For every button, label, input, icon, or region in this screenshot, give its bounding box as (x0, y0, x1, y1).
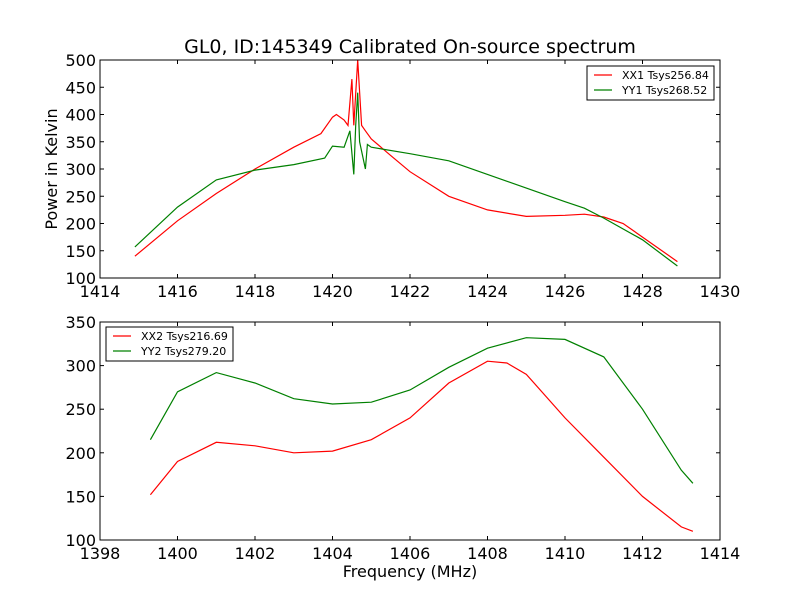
x-tick-label: 1422 (390, 282, 431, 301)
legend-label: YY1 Tsys268.52 (621, 84, 707, 97)
chart-title: GL0, ID:145349 Calibrated On-source spec… (184, 36, 636, 58)
x-tick-label: 1414 (80, 282, 121, 301)
x-tick-label: 1406 (390, 544, 431, 563)
y-tick-label: 350 (65, 313, 96, 332)
legend-label: YY2 Tsys279.20 (140, 345, 226, 358)
legend-label: XX1 Tsys256.84 (622, 69, 709, 82)
x-tick-label: 1418 (235, 282, 276, 301)
legend: XX1 Tsys256.84 YY1 Tsys268.52 (586, 65, 715, 101)
plot-1: 1414 1416 1418 1420 1422 1424 1426 1428 1430 100 1… (42, 36, 740, 301)
y-tick-label: 400 (65, 106, 96, 125)
x-tick-label: 1410 (545, 544, 586, 563)
x-tick-label: 1408 (467, 544, 508, 563)
y-tick-label: 100 (65, 531, 96, 550)
y-tick-label: 150 (65, 487, 96, 506)
x-tick-label: 1412 (622, 544, 663, 563)
x-tick-label: 1426 (545, 282, 586, 301)
y-tick-label: 350 (65, 133, 96, 152)
y-tick-label: 500 (65, 51, 96, 70)
x-tick-label: 1430 (700, 282, 741, 301)
series-line-xx1 (134, 59, 678, 263)
legend-box (586, 65, 715, 101)
x-tick-label: 1428 (622, 282, 663, 301)
y-tick-label: 250 (65, 400, 96, 419)
x-tick-label: 1414 (700, 544, 741, 563)
y-tick-label: 200 (65, 215, 96, 234)
x-tick-label: 1398 (80, 544, 121, 563)
y-tick-label: 300 (65, 357, 96, 376)
x-tick-label: 1424 (467, 282, 508, 301)
y-tick-label: 250 (65, 187, 96, 206)
series-line-yy2 (149, 337, 694, 484)
y-tick-label: 100 (65, 269, 96, 288)
legend: XX2 Tsys216.69 YY2 Tsys279.20 (105, 326, 234, 362)
y-tick-label: 300 (65, 160, 96, 179)
x-axis-label: Frequency (MHz) (343, 562, 477, 581)
x-tick-label: 1416 (157, 282, 198, 301)
legend-box (105, 326, 234, 362)
y-tick-label: 150 (65, 242, 96, 261)
x-tick-label: 1404 (312, 544, 353, 563)
x-tick-label: 1400 (157, 544, 198, 563)
y-tick-label: 200 (65, 444, 96, 463)
x-tick-label: 1420 (312, 282, 353, 301)
y-tick-label: 450 (65, 78, 96, 97)
legend-label: XX2 Tsys216.69 (141, 330, 228, 343)
x-tick-label: 1402 (235, 544, 276, 563)
series-line-yy1 (134, 92, 678, 267)
plot-2: 1398 1400 1402 1404 1406 1408 1410 1412 1414 100 1… (65, 313, 740, 581)
y-axis-label: Power in Kelvin (42, 108, 61, 229)
series-line-xx2 (149, 360, 694, 532)
